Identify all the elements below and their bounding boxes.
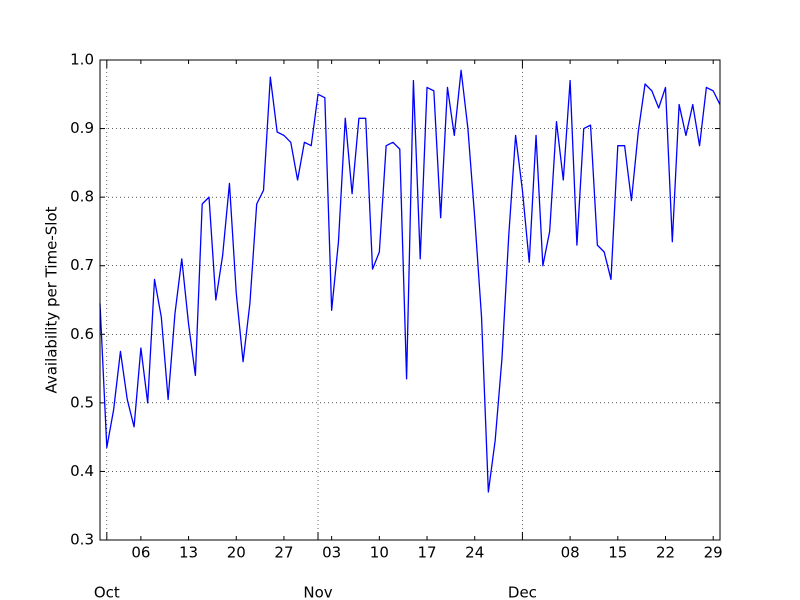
y-tick-label: 0.7 xyxy=(70,256,94,274)
y-tick-label: 0.8 xyxy=(70,188,94,206)
x-tick-label: 10 xyxy=(370,544,389,562)
x-tick-label: 17 xyxy=(417,544,436,562)
x-tick-label: 13 xyxy=(179,544,198,562)
x-tick-label: 06 xyxy=(131,544,150,562)
plot-frame xyxy=(99,59,721,541)
y-axis-label: Availability per Time-Slot xyxy=(43,206,61,393)
x-tick-label: 08 xyxy=(561,544,580,562)
y-tick-label: 0.3 xyxy=(70,531,94,549)
x-month-label: Nov xyxy=(303,584,332,600)
x-tick-label: 22 xyxy=(656,544,675,562)
y-tick-label: 0.4 xyxy=(70,462,94,480)
y-tick-label: 1.0 xyxy=(70,51,94,69)
x-tick-label: 27 xyxy=(274,544,293,562)
x-tick-label: 15 xyxy=(608,544,627,562)
x-tick-label: 03 xyxy=(322,544,341,562)
x-tick-label: 24 xyxy=(465,544,484,562)
x-month-label: Dec xyxy=(508,584,537,600)
x-month-label: Oct xyxy=(94,584,120,600)
y-tick-label: 0.6 xyxy=(70,325,94,343)
data-line xyxy=(99,69,721,493)
y-tick-label: 0.9 xyxy=(70,119,94,137)
x-tick-label: 29 xyxy=(704,544,723,562)
x-tick-label: 20 xyxy=(227,544,246,562)
y-tick-label: 0.5 xyxy=(70,393,94,411)
